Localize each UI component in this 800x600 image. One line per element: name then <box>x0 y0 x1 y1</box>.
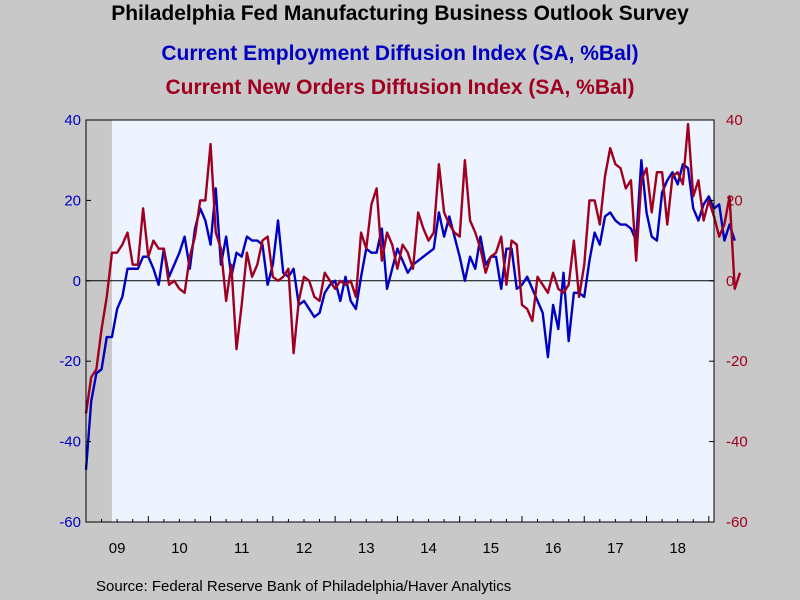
x-tick-label: 09 <box>109 540 126 557</box>
left-y-tick-label: 20 <box>64 192 81 209</box>
x-tick-label: 11 <box>234 540 250 557</box>
plot-area <box>86 120 714 522</box>
right-y-tick-label: -20 <box>726 353 748 370</box>
legend-new-orders-label: Current New Orders Diffusion Index (SA, … <box>165 76 635 99</box>
left-y-tick-label: -40 <box>59 434 81 451</box>
x-tick-label: 12 <box>296 540 313 557</box>
right-y-tick-label: -40 <box>726 434 748 451</box>
x-tick-label: 17 <box>607 540 624 557</box>
x-tick-label: 15 <box>482 540 499 557</box>
x-tick-label: 10 <box>171 540 188 557</box>
left-y-tick-label: -60 <box>59 514 81 531</box>
x-tick-label: 16 <box>545 540 562 557</box>
legend-employment-label: Current Employment Diffusion Index (SA, … <box>161 42 639 65</box>
right-y-tick-label: 40 <box>726 112 743 129</box>
plot-frame <box>85 119 715 523</box>
left-y-tick-label: 40 <box>64 112 81 129</box>
source-note: Source: Federal Reserve Bank of Philadel… <box>96 578 512 595</box>
left-y-tick-label: -20 <box>59 353 81 370</box>
chart-title: Philadelphia Fed Manufacturing Business … <box>111 2 689 25</box>
right-y-tick-label: 0 <box>726 273 734 290</box>
x-tick-label: 14 <box>420 540 437 557</box>
x-tick-label: 18 <box>669 540 686 557</box>
right-y-tick-label: -60 <box>726 514 748 531</box>
left-y-tick-label: 0 <box>73 273 81 290</box>
right-y-tick-label: 20 <box>726 192 743 209</box>
x-tick-label: 13 <box>358 540 375 557</box>
new-orders-series-line <box>84 122 742 414</box>
recession-shading <box>86 120 112 522</box>
